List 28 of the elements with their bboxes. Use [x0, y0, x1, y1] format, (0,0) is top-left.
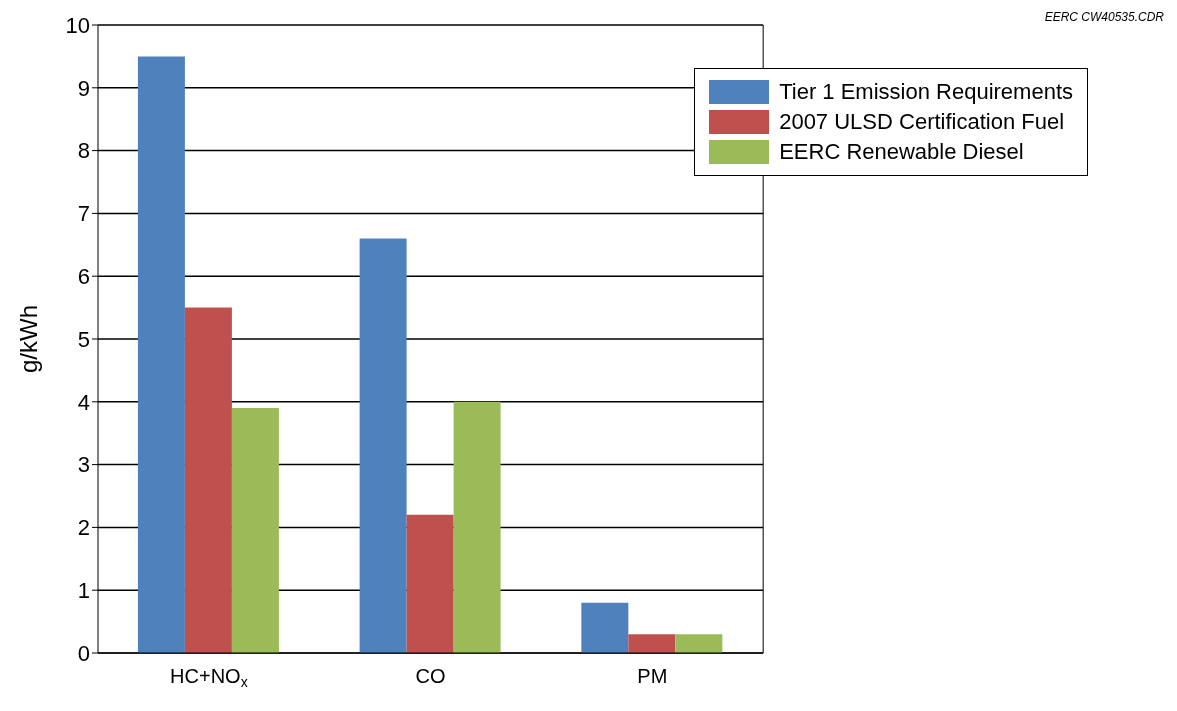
x-tick-label: PM	[637, 665, 668, 687]
y-tick-label: 7	[77, 201, 90, 227]
y-tick-label: 8	[77, 138, 90, 164]
legend-label: EERC Renewable Diesel	[779, 138, 1024, 166]
bar	[359, 238, 407, 653]
bar	[581, 602, 629, 653]
y-axis-title: g/kWh	[14, 304, 42, 374]
text: EERC CW40535.CDR	[1044, 10, 1164, 24]
legend-label: Tier 1 Emission Requirements	[779, 78, 1073, 106]
legend-label: 2007 ULSD Certification Fuel	[779, 108, 1065, 136]
y-tick-label: 4	[77, 389, 90, 415]
bar	[453, 401, 501, 653]
bar	[137, 56, 185, 653]
y-tick-label: 3	[77, 452, 90, 478]
bar	[231, 408, 279, 653]
bar	[406, 514, 454, 653]
y-tick-label: 5	[77, 326, 90, 352]
bar	[628, 634, 676, 653]
bar	[184, 307, 232, 653]
y-tick-label: 9	[77, 75, 90, 101]
y-tick-label: 2	[77, 515, 90, 541]
x-tick-label: CO	[415, 665, 446, 687]
y-tick-label: 6	[77, 264, 90, 290]
bar	[675, 634, 723, 653]
y-tick-label: 0	[77, 640, 90, 666]
y-tick-label: 1	[77, 578, 90, 604]
y-tick-label: 10	[65, 12, 90, 38]
x-tick-label: HC+NO$_{x}$	[170, 665, 248, 690]
